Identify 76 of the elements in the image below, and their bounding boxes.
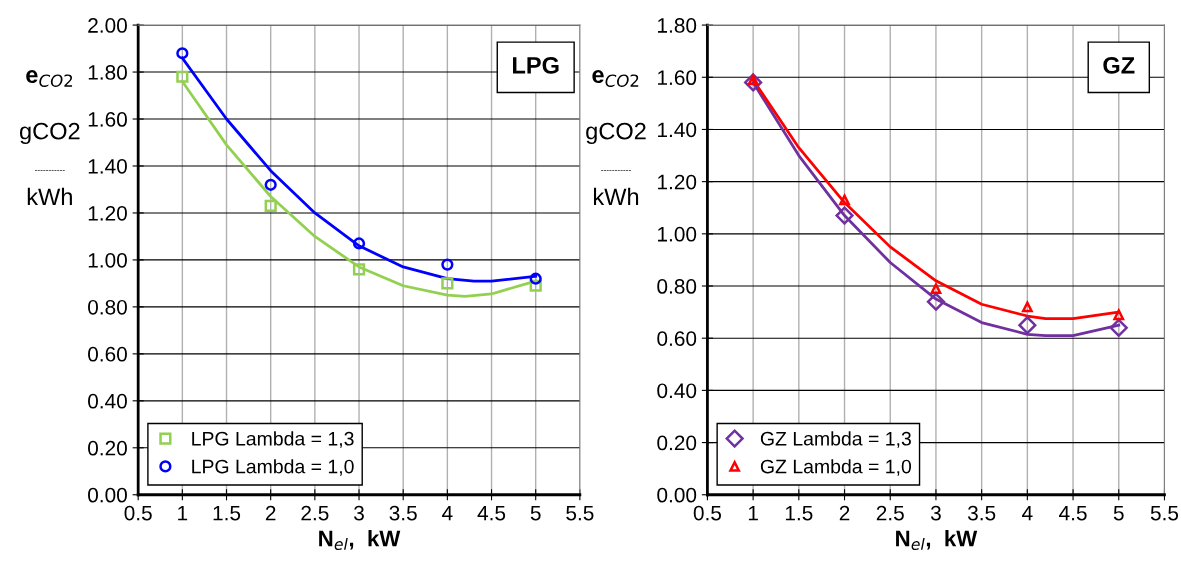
- text: gCO2: [586, 122, 646, 145]
- x-tick-label: 3: [354, 505, 364, 521]
- y-tick-label: 1.60: [658, 70, 697, 86]
- point: [264, 199, 277, 213]
- y-tick-label: 1.80: [88, 65, 127, 80]
- point: [529, 272, 542, 285]
- point: [1109, 318, 1128, 337]
- text: gCO2: [19, 122, 80, 145]
- x-axis-title: N$_{el}$, kW: [896, 530, 978, 551]
- x-tick-label: 2.5: [876, 505, 904, 521]
- x-tick-label: 0.5: [124, 505, 152, 521]
- point: [352, 237, 366, 250]
- point: [1113, 309, 1125, 321]
- point: [835, 206, 854, 225]
- x-tick-label: 2: [265, 505, 276, 521]
- x-tick-label: 2.5: [301, 505, 329, 521]
- legend-label: LPG Lambda = 1,0: [192, 459, 354, 476]
- text: -----------: [34, 170, 65, 171]
- y-tick-label: 1.00: [88, 252, 127, 268]
- y-axis-title: e$_{CO2}$: [26, 70, 73, 87]
- point: [1021, 301, 1033, 313]
- y-tick-label: 0.00: [88, 487, 127, 503]
- text: LPG: [513, 56, 559, 74]
- point: [839, 194, 850, 206]
- x-tick-label: 4.5: [1059, 505, 1087, 521]
- legend-label: LPG Lambda = 1,3: [192, 431, 354, 448]
- text: kWh: [593, 187, 639, 205]
- x-tick-label: 3: [930, 505, 941, 521]
- point: [1018, 316, 1037, 335]
- x-tick-label: 5: [530, 505, 541, 521]
- x-tick-label: 2: [839, 505, 850, 521]
- point: [441, 277, 454, 290]
- x-tick-label: 1.5: [785, 505, 813, 521]
- y-tick-label: 1.20: [658, 174, 697, 190]
- x-tick-label: 5.5: [1150, 505, 1179, 521]
- x-axis-title: N$_{el}$, kW: [319, 530, 401, 551]
- x-tick-label: 1: [748, 505, 758, 521]
- y-tick-label: 1.00: [658, 226, 697, 242]
- x-tick-label: 4.5: [477, 505, 506, 521]
- x-tick-label: 3.5: [389, 505, 417, 521]
- y-tick-label: 1.60: [88, 112, 127, 127]
- y-tick-label: 0.40: [657, 383, 697, 399]
- text: GZ: [1103, 56, 1135, 74]
- y-tick-label: 0.20: [657, 435, 697, 451]
- y-tick-label: 0.60: [657, 331, 697, 346]
- x-tick-label: 4: [1022, 505, 1033, 521]
- y-tick-label: 0.20: [88, 440, 127, 456]
- text: -----------: [601, 170, 631, 171]
- x-tick-label: 4: [442, 505, 453, 521]
- y-tick-label: 1.40: [658, 122, 697, 138]
- y-tick-label: 0.40: [88, 393, 127, 409]
- y-axis-title: e$_{CO2}$: [592, 70, 639, 87]
- y-tick-label: 1.80: [658, 18, 697, 33]
- x-tick-label: 0.5: [693, 505, 722, 521]
- legend-label: GZ Lambda = 1,3: [760, 431, 911, 448]
- text: kWh: [27, 187, 72, 205]
- y-tick-label: 0.00: [657, 487, 697, 503]
- x-tick-label: 1: [178, 505, 188, 521]
- point: [441, 258, 454, 271]
- x-tick-label: 3.5: [967, 505, 996, 521]
- point: [926, 292, 946, 311]
- x-tick-label: 5.5: [566, 505, 594, 521]
- y-tick-label: 0.60: [88, 346, 127, 362]
- y-tick-label: 1.40: [88, 158, 127, 174]
- y-tick-label: 0.80: [657, 279, 697, 294]
- point: [264, 178, 277, 191]
- point: [352, 263, 366, 276]
- y-tick-label: 2.00: [88, 18, 127, 33]
- x-tick-label: 1.5: [213, 505, 241, 521]
- point: [176, 47, 189, 60]
- x-tick-label: 5: [1113, 505, 1124, 521]
- y-tick-label: 1.20: [88, 205, 127, 221]
- point: [930, 283, 942, 295]
- point: [176, 70, 189, 83]
- y-tick-label: 0.80: [88, 299, 127, 315]
- legend-label: GZ Lambda = 1,0: [760, 459, 912, 476]
